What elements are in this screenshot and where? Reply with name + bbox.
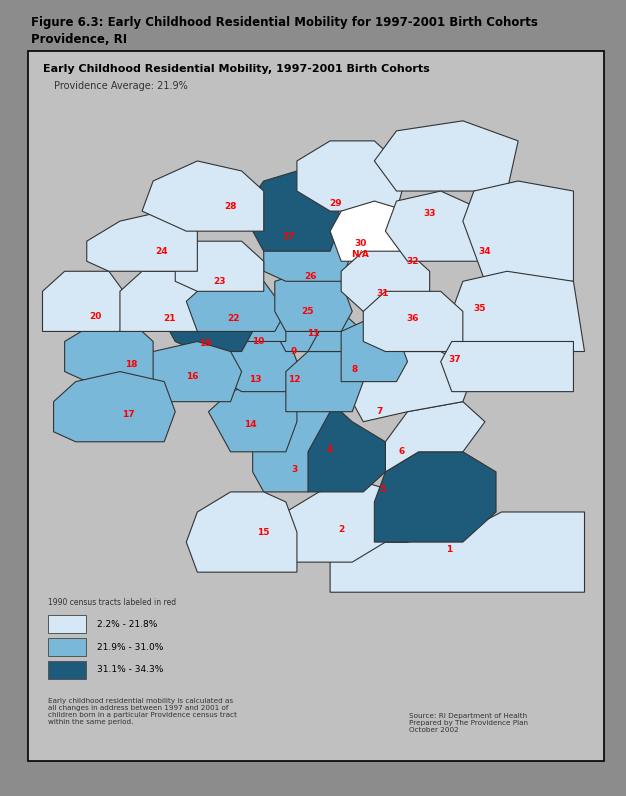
FancyBboxPatch shape	[48, 661, 86, 679]
Polygon shape	[54, 372, 175, 442]
Polygon shape	[208, 331, 297, 392]
Text: 27: 27	[282, 232, 295, 240]
Polygon shape	[87, 211, 197, 271]
Text: 21.9% - 31.0%: 21.9% - 31.0%	[96, 642, 163, 652]
Text: 10: 10	[252, 337, 264, 346]
Text: 11: 11	[307, 330, 320, 338]
Polygon shape	[297, 402, 386, 492]
Polygon shape	[286, 352, 363, 412]
Polygon shape	[286, 311, 363, 352]
Text: 30
N/A: 30 N/A	[352, 239, 369, 259]
Polygon shape	[275, 271, 352, 331]
Polygon shape	[142, 161, 264, 231]
Polygon shape	[297, 141, 408, 211]
Polygon shape	[363, 291, 463, 352]
Text: 16: 16	[185, 372, 198, 381]
Polygon shape	[253, 402, 330, 492]
Text: 8: 8	[352, 365, 358, 373]
Text: Providence Average: 21.9%: Providence Average: 21.9%	[54, 80, 188, 91]
Text: 2: 2	[338, 525, 344, 534]
Text: 36: 36	[407, 314, 419, 323]
Text: Source: RI Department of Health
Prepared by The Providence Plan
October 2002: Source: RI Department of Health Prepared…	[409, 712, 528, 732]
Polygon shape	[242, 171, 341, 252]
Polygon shape	[43, 271, 131, 331]
Text: Figure 6.3: Early Childhood Residential Mobility for 1997-2001 Birth Cohorts: Figure 6.3: Early Childhood Residential …	[31, 16, 538, 29]
Polygon shape	[275, 311, 319, 352]
Text: 18: 18	[125, 360, 137, 369]
Polygon shape	[187, 492, 297, 572]
Polygon shape	[386, 402, 485, 472]
Text: 26: 26	[304, 271, 317, 281]
Polygon shape	[452, 271, 585, 352]
Polygon shape	[386, 191, 485, 261]
Text: 24: 24	[155, 247, 168, 256]
Polygon shape	[330, 201, 408, 261]
Polygon shape	[197, 302, 286, 341]
Polygon shape	[187, 281, 286, 331]
Text: Early childhood residential mobility is calculated as
all changes in address bet: Early childhood residential mobility is …	[48, 698, 237, 725]
Text: 7: 7	[377, 408, 383, 416]
Text: 31: 31	[376, 289, 389, 298]
Text: 34: 34	[479, 247, 491, 256]
Polygon shape	[164, 291, 253, 352]
Text: 31.1% - 34.3%: 31.1% - 34.3%	[96, 665, 163, 674]
Text: 15: 15	[257, 528, 270, 537]
Text: 32: 32	[407, 257, 419, 266]
Text: 19: 19	[199, 339, 212, 349]
Polygon shape	[120, 271, 208, 331]
Text: 3: 3	[291, 465, 297, 474]
Polygon shape	[374, 121, 518, 191]
Text: 33: 33	[423, 209, 436, 218]
Text: 2.2% - 21.8%: 2.2% - 21.8%	[96, 619, 157, 629]
Text: 1990 census tracts labeled in red: 1990 census tracts labeled in red	[48, 598, 177, 607]
Text: 5: 5	[379, 485, 386, 494]
Text: 25: 25	[302, 307, 314, 316]
Text: 29: 29	[329, 199, 342, 208]
Polygon shape	[341, 322, 408, 381]
FancyBboxPatch shape	[48, 638, 86, 656]
Text: 14: 14	[244, 419, 256, 429]
Text: 9: 9	[291, 347, 297, 356]
Text: 37: 37	[448, 354, 461, 364]
Polygon shape	[330, 512, 585, 592]
Text: Early Childhood Residential Mobility, 1997-2001 Birth Cohorts: Early Childhood Residential Mobility, 19…	[43, 64, 429, 73]
Polygon shape	[208, 381, 297, 452]
Polygon shape	[441, 341, 573, 392]
Text: 35: 35	[473, 304, 486, 314]
Polygon shape	[463, 181, 573, 281]
FancyBboxPatch shape	[48, 615, 86, 633]
Polygon shape	[264, 221, 352, 281]
Text: 1: 1	[446, 545, 452, 554]
Text: 12: 12	[288, 375, 300, 384]
Polygon shape	[286, 482, 419, 562]
Polygon shape	[352, 352, 474, 422]
Text: 13: 13	[249, 375, 262, 384]
Polygon shape	[142, 341, 242, 402]
FancyBboxPatch shape	[28, 51, 604, 761]
Text: Providence, RI: Providence, RI	[31, 33, 128, 46]
Text: 23: 23	[213, 277, 226, 286]
Text: 17: 17	[122, 410, 135, 419]
Polygon shape	[341, 252, 429, 311]
Polygon shape	[175, 241, 264, 291]
Text: 22: 22	[227, 314, 240, 323]
Polygon shape	[64, 322, 153, 381]
Text: 21: 21	[163, 314, 176, 323]
Text: 20: 20	[89, 312, 101, 321]
Text: 4: 4	[327, 445, 333, 454]
Text: 6: 6	[399, 447, 405, 456]
Polygon shape	[374, 452, 496, 542]
Text: 28: 28	[224, 201, 237, 211]
